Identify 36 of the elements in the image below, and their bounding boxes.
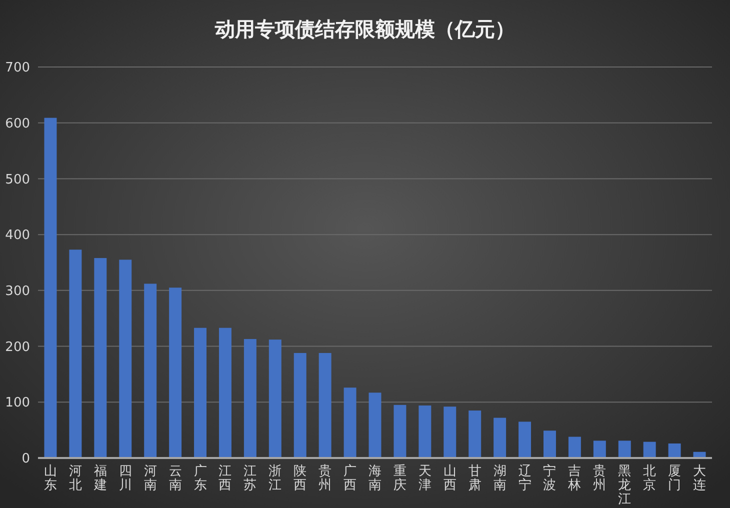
x-tick-label: 广东	[194, 464, 207, 493]
x-tick-label: 宁波	[543, 463, 556, 493]
x-tick-label: 湖南	[493, 464, 506, 493]
x-tick-label: 贵州	[318, 464, 332, 493]
y-tick-label: 200	[5, 340, 30, 355]
x-tick-label: 河北	[68, 464, 82, 493]
x-tick-label: 江西	[218, 464, 232, 493]
x-tick-label: 江苏	[244, 464, 257, 493]
x-tick-label: 海南	[368, 464, 382, 493]
x-tick-label: 北京	[643, 464, 656, 493]
x-tick-label: 大连	[693, 464, 706, 493]
x-tick-label: 天津	[418, 464, 432, 493]
x-tick-label: 辽宁	[518, 464, 532, 493]
x-tick-label: 黑龙江	[618, 464, 632, 507]
x-tick-label: 河南	[144, 464, 157, 493]
x-tick-label: 浙江	[268, 464, 282, 493]
x-tick-label: 甘肃	[468, 464, 482, 493]
x-tick-label: 山东	[44, 464, 57, 493]
x-tick-label: 吉林	[567, 464, 582, 493]
x-tick-label: 四川	[118, 464, 132, 493]
chart-title: 动用专项债结存限额规模（亿元）	[214, 17, 515, 41]
y-tick-label: 500	[5, 172, 30, 188]
x-tick-label: 陕西	[294, 464, 307, 493]
y-tick-label: 100	[5, 396, 30, 411]
y-tick-label: 400	[5, 228, 30, 244]
x-tick-label: 山西	[443, 464, 456, 493]
y-tick-label: 300	[5, 284, 30, 299]
y-tick-label: 0	[22, 452, 30, 467]
x-tick-label: 重庆	[393, 464, 406, 493]
x-tick-label: 贵州	[593, 464, 606, 493]
y-tick-label: 600	[5, 116, 30, 132]
y-tick-label: 700	[5, 60, 30, 76]
x-tick-label: 福建	[92, 464, 107, 493]
x-tick-label: 广西	[344, 464, 357, 493]
x-tick-label: 厦门	[668, 464, 682, 493]
x-tick-label: 云南	[168, 464, 182, 493]
